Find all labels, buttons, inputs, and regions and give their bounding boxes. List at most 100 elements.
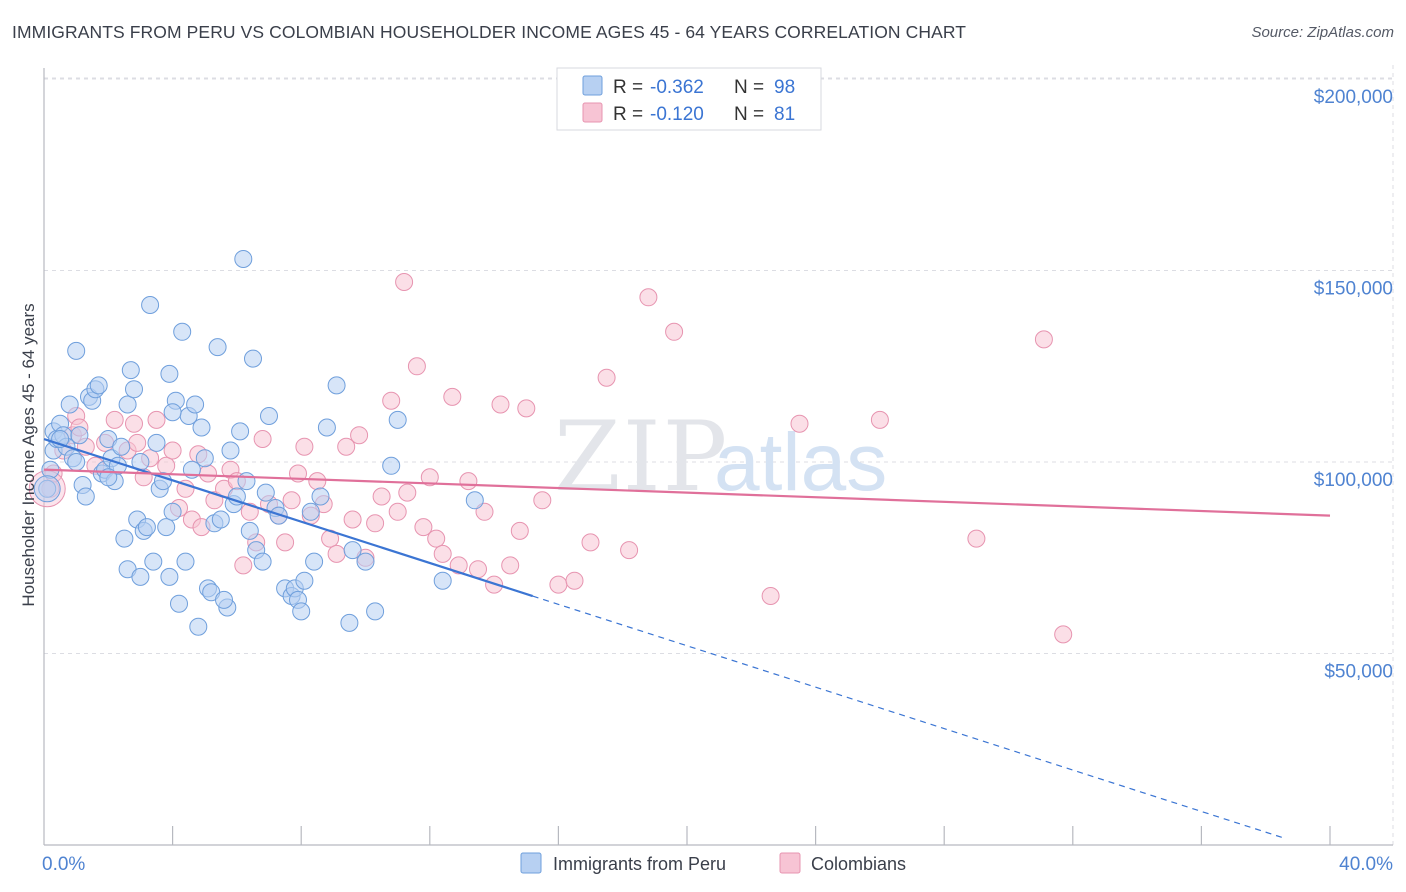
chart-title: IMMIGRANTS FROM PERU VS COLOMBIAN HOUSEH… — [12, 22, 967, 42]
point-colombians — [253, 430, 272, 448]
legend-n-label-pink: N = — [734, 104, 764, 125]
point-colombians — [620, 541, 639, 560]
point-peru — [327, 376, 346, 395]
point-peru — [231, 422, 250, 441]
point-colombians — [1054, 625, 1073, 644]
point-colombians — [967, 529, 986, 548]
point-colombians — [276, 533, 295, 552]
point-peru — [388, 410, 407, 429]
y-axis-title-group: Householder Income Ages 45 - 64 years — [19, 303, 38, 606]
point-colombians — [128, 433, 147, 452]
point-peru — [301, 502, 320, 521]
trend-line-colombians — [43, 468, 1331, 517]
point-colombians — [350, 426, 369, 445]
point-peru — [157, 518, 176, 537]
y-tick-label: $100,000 — [1314, 470, 1393, 491]
legend-bottom-label-peru: Immigrants from Peru — [553, 854, 726, 874]
point-peru — [170, 594, 188, 613]
point-peru — [121, 361, 140, 380]
point-colombians — [443, 387, 462, 406]
point-peru — [234, 250, 253, 268]
point-colombians — [565, 571, 584, 590]
point-peru — [340, 613, 359, 632]
point-colombians — [501, 556, 520, 575]
y-tick-label: $50,000 — [1324, 662, 1393, 683]
point-peru — [189, 617, 208, 636]
point-colombians — [395, 273, 414, 291]
point-peru — [382, 456, 401, 475]
point-colombians — [420, 468, 439, 487]
point-colombians — [282, 491, 301, 510]
point-peru — [208, 338, 227, 357]
point-peru — [311, 487, 330, 506]
point-peru — [192, 418, 211, 437]
point-peru — [269, 506, 288, 525]
point-colombians — [597, 368, 616, 387]
point-colombians — [639, 288, 658, 307]
point-colombians — [157, 456, 176, 475]
point-peru — [433, 571, 452, 590]
point-colombians — [533, 491, 552, 510]
legend-bottom-label-colombians: Colombians — [811, 854, 906, 874]
point-colombians — [449, 556, 468, 575]
point-peru — [465, 491, 484, 510]
point-peru — [186, 395, 205, 414]
point-peru — [76, 487, 95, 506]
point-colombians — [176, 479, 195, 498]
point-peru — [160, 364, 179, 383]
point-peru — [163, 502, 182, 521]
legend-top: R = -0.362 N = 98 R = -0.120 N = 81 — [556, 67, 822, 131]
point-colombians — [125, 414, 143, 433]
point-peru — [112, 437, 131, 456]
point-colombians — [337, 437, 356, 456]
legend-r-value-blue: -0.362 — [650, 77, 704, 98]
point-colombians — [1034, 330, 1053, 349]
point-peru — [295, 571, 314, 590]
point-colombians — [433, 544, 452, 563]
point-peru — [366, 602, 385, 621]
point-peru — [292, 602, 311, 621]
point-colombians — [491, 395, 510, 414]
point-colombians — [234, 556, 253, 575]
point-colombians — [870, 410, 889, 429]
legend-swatch-blue — [582, 75, 603, 96]
point-peru — [115, 529, 134, 548]
point-colombians — [388, 502, 407, 521]
point-peru — [244, 349, 262, 368]
legend-bottom-swatch-peru — [520, 852, 542, 874]
point-colombians — [163, 441, 182, 460]
point-colombians — [407, 357, 426, 376]
legend-r-value-pink: -0.120 — [650, 104, 704, 125]
point-colombians — [459, 472, 478, 491]
point-peru — [173, 322, 192, 341]
point-colombians — [382, 391, 401, 410]
point-peru — [67, 453, 86, 471]
point-peru — [125, 380, 143, 399]
legend-n-label-blue: N = — [734, 77, 764, 98]
point-peru — [176, 552, 195, 571]
point-colombians — [372, 487, 391, 506]
legend-swatch-pink — [582, 102, 603, 123]
point-peru — [256, 483, 275, 502]
point-peru — [137, 518, 156, 537]
point-peru — [221, 441, 240, 460]
point-peru — [343, 541, 362, 560]
legend-n-value-pink: 81 — [774, 104, 795, 125]
point-peru — [211, 510, 230, 529]
point-peru — [240, 521, 259, 540]
point-colombians — [665, 322, 684, 341]
point-colombians — [427, 529, 446, 548]
point-peru — [60, 395, 79, 414]
point-peru — [67, 341, 86, 360]
point-colombians — [414, 518, 433, 537]
point-peru — [144, 552, 163, 571]
point-colombians — [199, 464, 217, 483]
trend-line-peru-extension — [532, 595, 1282, 838]
point-peru — [356, 552, 375, 571]
point-peru — [195, 449, 214, 468]
watermark-zip: ZIP — [554, 401, 729, 513]
point-peru — [131, 567, 150, 586]
point-colombians — [469, 560, 487, 579]
point-colombians — [517, 399, 536, 418]
